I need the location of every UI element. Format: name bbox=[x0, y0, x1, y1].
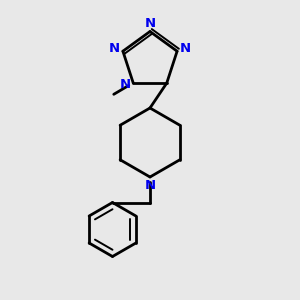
Text: N: N bbox=[144, 16, 156, 30]
Text: N: N bbox=[180, 42, 191, 55]
Text: N: N bbox=[119, 78, 130, 91]
Text: N: N bbox=[144, 179, 156, 192]
Text: N: N bbox=[109, 42, 120, 55]
